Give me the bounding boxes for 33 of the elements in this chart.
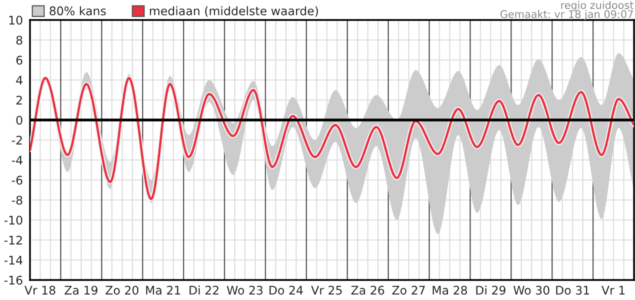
x-tick-label: Do 24 xyxy=(270,286,303,295)
x-tick-label: Ma 28 xyxy=(432,286,468,295)
y-tick-label: 2 xyxy=(16,96,22,104)
x-tick-label: Ma 21 xyxy=(146,286,180,295)
x-tick-label: Do 31 xyxy=(556,286,590,295)
y-tick-label: -6 xyxy=(12,176,22,185)
x-tick-label: Vr 1 xyxy=(602,286,625,295)
legend-title: 80% kans xyxy=(50,6,106,16)
x-tick-label: Za 26 xyxy=(351,286,384,295)
legend-label: mediaan (middelste waarde) xyxy=(150,6,318,17)
y-tick-label: -14 xyxy=(4,256,22,264)
y-tick-label: 10 xyxy=(9,16,22,25)
x-tick-label: Di 22 xyxy=(190,286,218,295)
y-tick-label: 8 xyxy=(16,36,22,45)
x-tick-label: Wo 23 xyxy=(226,286,263,295)
x-tick-label: Zo 20 xyxy=(106,286,138,295)
y-tick-label: -12 xyxy=(4,236,22,244)
text: regio zuidoost xyxy=(561,1,634,12)
x-tick-label: Za 19 xyxy=(64,286,98,295)
x-tick-label: Zo 27 xyxy=(392,286,425,295)
x-tick-label: Vr 18 xyxy=(24,286,56,295)
y-tick-label: -10 xyxy=(4,216,22,225)
annotation: Gemaakt: vr 18 jan 09:07 xyxy=(500,10,633,20)
x-tick-label: Wo 30 xyxy=(514,286,550,295)
y-tick-label: 0 xyxy=(16,116,22,125)
y-tick-label: 4 xyxy=(16,76,22,84)
x-tick-label: Di 29 xyxy=(476,286,506,295)
x-tick-label: Vr 25 xyxy=(311,286,342,295)
y-tick-label: -16 xyxy=(4,276,22,285)
y-tick-label: 6 xyxy=(16,56,22,65)
y-tick-label: -8 xyxy=(12,196,22,205)
y-tick-label: -4 xyxy=(12,156,22,164)
y-tick-label: -2 xyxy=(12,136,22,144)
